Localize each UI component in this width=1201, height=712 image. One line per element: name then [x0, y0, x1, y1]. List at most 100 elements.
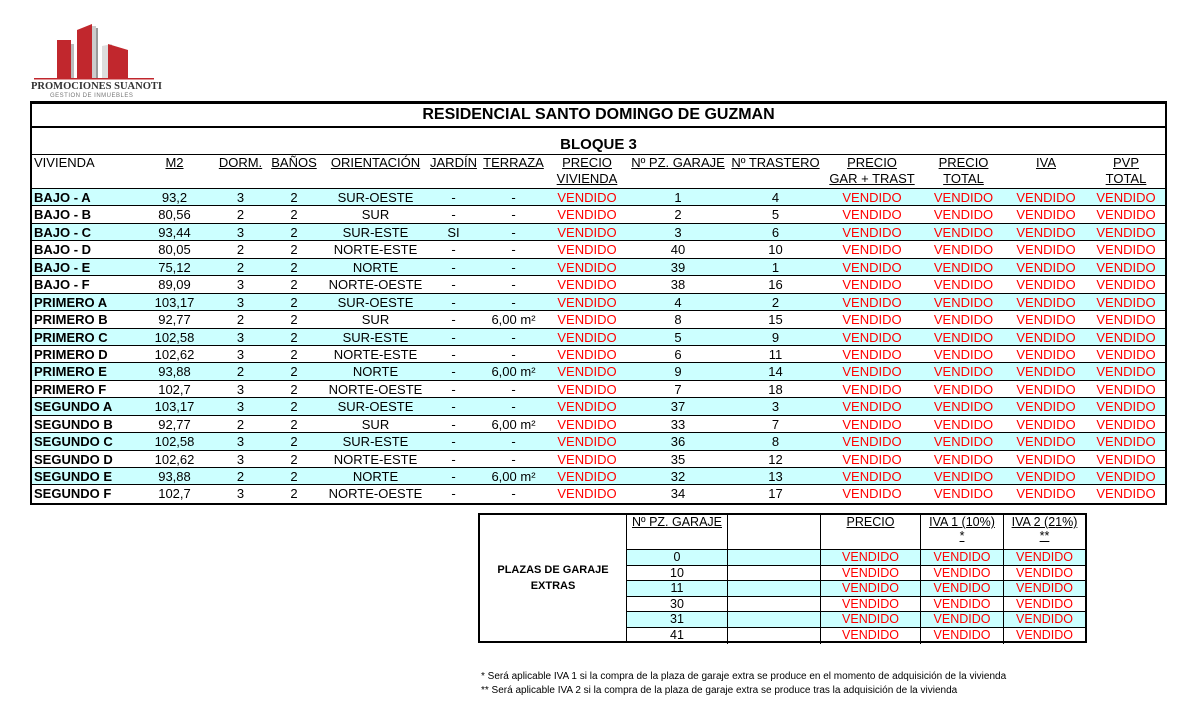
table-cell: VENDIDO — [1096, 469, 1156, 484]
table-cell: - — [451, 259, 456, 275]
table-cell: 2 — [290, 277, 298, 293]
footnotes: * Será aplicable IVA 1 si la compra de l… — [481, 670, 1006, 698]
extra-cell: 41 — [627, 627, 728, 644]
table-cell: NORTE — [352, 469, 399, 484]
table-cell: VENDIDO — [1096, 416, 1156, 432]
table-cell: VENDIDO — [1016, 469, 1076, 484]
header-iva2: IVA 2 (21%) — [1011, 515, 1078, 529]
table-cell: VENDIDO — [557, 329, 617, 345]
table-cell: PRIMERO D — [34, 346, 108, 362]
table-row: BAJO - C 93,44 3 2 SUR-ESTE SI - VENDIDO 3 6 VENDI… — [32, 223, 1165, 242]
table-cell: VENDIDO — [557, 416, 617, 432]
extra-cell: VENDIDO — [921, 581, 1004, 596]
table-cell: NORTE-ESTE — [333, 242, 418, 258]
table-cell: VENDIDO — [557, 207, 617, 223]
table-cell: 4 — [771, 190, 780, 205]
table-cell: 89,09 — [158, 277, 191, 293]
header-text: TOTAL — [943, 171, 984, 186]
table-cell: VENDIDO — [842, 381, 902, 397]
header-text: PRECIO — [938, 155, 989, 170]
table-cell: VENDIDO — [1096, 486, 1156, 502]
table-cell: 93,2 — [161, 190, 188, 205]
table-cell: VENDIDO — [557, 434, 617, 450]
table-cell: 2 — [290, 381, 298, 397]
table-cell: 4 — [674, 294, 682, 310]
table-cell: 14 — [768, 364, 783, 380]
table-cell: VENDIDO — [933, 364, 994, 380]
table-cell: 3 — [236, 294, 245, 310]
extra-row: 31 VENDIDO VENDIDO VENDIDO — [627, 612, 1085, 628]
table-cell: PRIMERO B — [34, 312, 108, 328]
table-row: PRIMERO E 93,88 2 2 NORTE - 6,00 m² VENDIDO 9 14 V… — [32, 363, 1165, 381]
extra-cell: VENDIDO — [1016, 596, 1073, 611]
table-row: SEGUNDO B 92,77 2 2 SUR - 6,00 m² VENDIDO 33 7 VEN… — [32, 416, 1165, 434]
table-cell: VENDIDO — [1096, 381, 1156, 397]
page-title: RESIDENCIAL SANTO DOMINGO DE GUZMAN — [32, 104, 1165, 128]
table-cell: VENDIDO — [1096, 207, 1156, 223]
table-cell: 3 — [236, 224, 245, 240]
column-header: IVA — [1005, 155, 1087, 188]
table-cell: 102,58 — [154, 329, 195, 345]
header-text: PRECIO — [847, 155, 897, 170]
iva1-mark: * — [959, 529, 965, 543]
table-cell: VENDIDO — [933, 381, 994, 397]
table-cell: PRIMERO E — [34, 364, 107, 380]
table-cell: PRIMERO C — [34, 329, 108, 345]
table-cell: VENDIDO — [557, 312, 617, 328]
table-row: PRIMERO C 102,58 3 2 SUR-ESTE - - VENDIDO 5 9 VEND… — [32, 328, 1165, 346]
table-cell: VENDIDO — [1096, 277, 1156, 293]
table-cell: VENDIDO — [933, 416, 994, 432]
extra-cell: VENDIDO — [821, 565, 921, 581]
table-cell: 1 — [771, 259, 780, 275]
table-cell: 6,00 m² — [491, 364, 536, 380]
extra-cell: VENDIDO — [1016, 627, 1073, 642]
table-cell: SI — [447, 224, 460, 240]
table-cell: 93,44 — [158, 224, 191, 240]
table-row: PRIMERO D 102,62 3 2 NORTE-ESTE - - VENDIDO 6 11 V… — [32, 346, 1165, 364]
table-cell: NORTE-OESTE — [328, 277, 423, 293]
table-cell: 8 — [674, 312, 682, 328]
table-cell: 2 — [771, 294, 780, 310]
table-cell: VENDIDO — [933, 399, 994, 415]
header-garaje: Nº PZ. GARAJE — [632, 515, 722, 529]
column-header: ORIENTACIÓN — [324, 155, 427, 188]
table-cell: VENDIDO — [933, 224, 994, 240]
table-cell: 92,77 — [158, 312, 191, 328]
table-cell: - — [511, 399, 516, 415]
column-header: Nº TRASTERO — [729, 155, 822, 188]
column-header: PRECIO GAR + TRAST — [822, 155, 922, 188]
table-cell: VENDIDO — [557, 451, 617, 467]
table-cell: 3 — [771, 399, 780, 415]
table-cell: 102,7 — [158, 381, 191, 397]
table-cell: 6,00 m² — [491, 312, 536, 328]
table-cell: VENDIDO — [1096, 364, 1156, 380]
table-cell: 3 — [236, 381, 245, 397]
header-text: VIVIENDA — [34, 155, 95, 170]
table-cell: 2 — [236, 312, 245, 328]
table-cell: 102,58 — [154, 434, 195, 450]
table-cell: 2 — [290, 224, 298, 240]
column-header: PVP TOTAL — [1087, 155, 1165, 188]
table-cell: VENDIDO — [842, 224, 902, 240]
extra-header: Nº PZ. GARAJE PRECIO IVA 1 (10%) * IVA 2 … — [627, 515, 1085, 550]
table-cell: VENDIDO — [1096, 434, 1156, 450]
extra-cell: VENDIDO — [821, 596, 921, 612]
table-cell: 10 — [768, 242, 783, 258]
table-cell: VENDIDO — [933, 242, 994, 258]
table-cell: - — [451, 451, 456, 467]
table-cell: 2 — [290, 364, 298, 380]
extra-row: 10 VENDIDO VENDIDO VENDIDO — [627, 565, 1085, 582]
table-cell: 9 — [674, 364, 682, 380]
table-cell: VENDIDO — [842, 242, 902, 258]
table-cell: VENDIDO — [1016, 486, 1076, 502]
table-cell: VENDIDO — [933, 434, 994, 450]
table-cell: 2 — [290, 312, 298, 328]
table-cell: VENDIDO — [1016, 329, 1076, 345]
footnote: ** Será aplicable IVA 2 si la compra de … — [481, 685, 958, 696]
table-cell: 3 — [236, 277, 245, 293]
table-cell: - — [511, 207, 516, 223]
table-cell: - — [511, 451, 516, 467]
table-cell: VENDIDO — [1016, 451, 1076, 467]
table-cell: 3 — [236, 346, 245, 362]
table-cell: VENDIDO — [1096, 451, 1156, 467]
